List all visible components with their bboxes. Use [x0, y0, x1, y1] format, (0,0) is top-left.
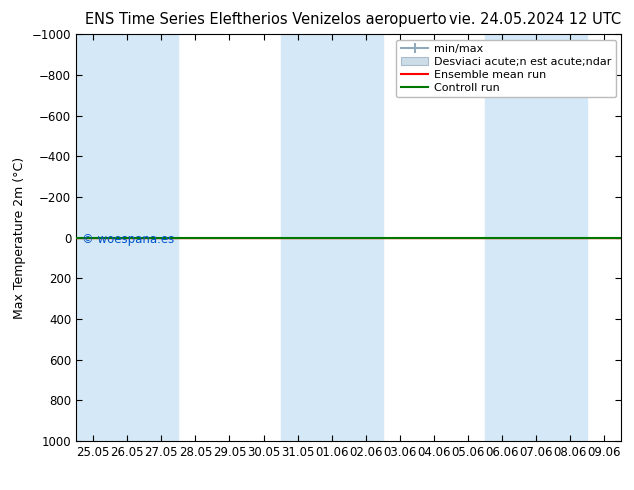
Bar — [76, 34, 178, 441]
Y-axis label: Max Temperature 2m (°C): Max Temperature 2m (°C) — [13, 157, 26, 318]
Text: ENS Time Series Eleftherios Venizelos aeropuerto: ENS Time Series Eleftherios Venizelos ae… — [86, 12, 447, 27]
Legend: min/max, Desviaci acute;n est acute;ndar, Ensemble mean run, Controll run: min/max, Desviaci acute;n est acute;ndar… — [396, 40, 616, 97]
Text: vie. 24.05.2024 12 UTC: vie. 24.05.2024 12 UTC — [450, 12, 621, 27]
Bar — [485, 34, 587, 441]
Text: © woespana.es: © woespana.es — [82, 233, 174, 246]
Bar — [280, 34, 383, 441]
